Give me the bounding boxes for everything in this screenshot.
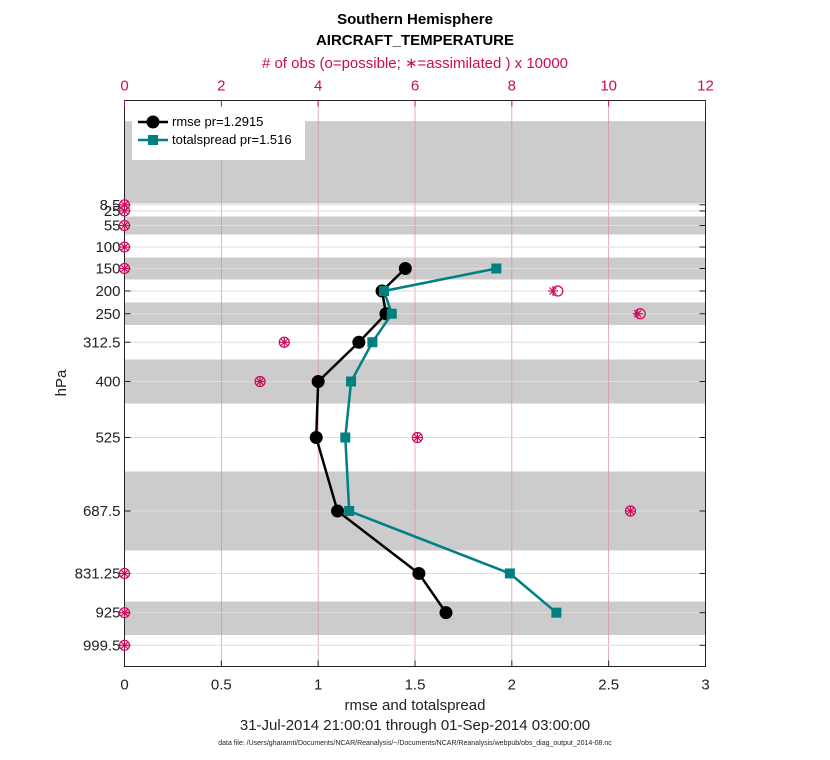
totalspread-point: [551, 607, 562, 618]
y-tick-label: 925: [95, 605, 120, 622]
totalspread-point: [386, 308, 397, 319]
y-tick-label: 100: [95, 239, 120, 256]
totalspread-point: [379, 286, 390, 296]
obs-assimilated-stroke: [120, 207, 129, 215]
chart-subtitle: AIRCRAFT_TEMPERATURE: [316, 32, 514, 49]
y-tick-label: 831.25: [75, 565, 121, 582]
rmse-point: [309, 431, 323, 444]
bottom-tick-label: 2.5: [598, 677, 619, 694]
y-tick-label: 8.5: [100, 197, 121, 214]
bottom-tick-label: 1.5: [405, 677, 426, 694]
series-lines: [309, 262, 562, 620]
rmse-point: [352, 335, 366, 349]
y-tick-label: 150: [95, 261, 120, 278]
vertical-grid: [220, 100, 610, 667]
rmse-point: [398, 262, 412, 275]
totalspread-point: [491, 263, 502, 274]
rmse-point: [412, 566, 426, 580]
legend-rmse-marker: [146, 115, 160, 129]
totalspread-point: [346, 376, 357, 387]
obs-assimilated-marker: [119, 640, 130, 651]
bottom-tick-label: 0: [120, 677, 128, 694]
chart-title: Southern Hemisphere: [337, 11, 493, 28]
top-tick-label: 10: [600, 78, 617, 95]
obs-assimilated-marker: [119, 263, 130, 274]
obs-assimilated-marker: [119, 607, 130, 618]
rmse-point: [331, 504, 345, 518]
legend-rmse-label: rmse pr=1.2915: [172, 114, 263, 129]
top-tick-label: 8: [508, 78, 516, 95]
obs-assimilated-marker: [119, 242, 130, 253]
data-file-footnote: data file: /Users/gharamti/Documents/NCA…: [218, 740, 612, 747]
bottom-tick-label: 3: [701, 677, 709, 694]
top-axis-label: # of obs (o=possible; ∗=assimilated ) x …: [262, 55, 568, 72]
y-tick-label: 55: [104, 218, 121, 235]
bottom-axis-ticks: 0 0.5 1 1.5 2 2.5 3: [120, 660, 710, 694]
obs-assimilated-stroke: [633, 309, 642, 318]
obs-assimilated-marker: [547, 286, 558, 296]
obs-assimilated-marker: [119, 205, 130, 216]
obs-assimilated-stroke: [413, 433, 422, 442]
obs-assimilated-stroke: [120, 569, 129, 578]
obs-count-markers: [118, 199, 646, 651]
obs-assimilated-marker: [119, 568, 130, 579]
top-tick-label: 2: [217, 78, 225, 95]
legend-box: [132, 107, 305, 160]
top-tick-label: 4: [314, 78, 322, 95]
top-tick-label: 0: [120, 78, 128, 95]
y-tick-label: 25: [104, 203, 121, 220]
obs-assimilated-marker: [632, 308, 643, 319]
y-tick-label: 250: [95, 306, 120, 323]
bottom-tick-label: 0.5: [211, 677, 232, 694]
bottom-tick-label: 2: [508, 677, 516, 694]
bottom-tick-label: 1: [314, 677, 322, 694]
rmse-point: [439, 606, 453, 620]
obs-assimilated-stroke: [626, 507, 635, 515]
legend-spread-marker: [148, 135, 158, 145]
date-range-label: 31-Jul-2014 21:00:01 through 01-Sep-2014…: [240, 717, 590, 734]
top-axis-ticks: 0 2 4 6 8 10 12: [120, 78, 714, 107]
obs-assimilated-stroke: [280, 338, 289, 347]
obs-assimilated-stroke: [120, 264, 129, 273]
x-axis-label: rmse and totalspread: [345, 697, 486, 714]
legend-spread-label: totalspread pr=1.516: [172, 132, 292, 147]
obs-assimilated-stroke: [256, 377, 264, 386]
obs-assimilated-marker: [625, 506, 636, 516]
obs-assimilated-stroke: [120, 243, 129, 251]
obs-assimilated-marker: [279, 337, 290, 348]
y-tick-label: 400: [95, 374, 120, 391]
y-axis-label: hPa: [53, 369, 70, 396]
y-tick-label: 687.5: [83, 503, 121, 520]
top-tick-label: 12: [697, 78, 714, 95]
obs-assimilated-stroke: [120, 221, 129, 230]
rmse-point: [311, 375, 325, 388]
totalspread-point: [504, 568, 515, 579]
legend: rmse pr=1.2915 totalspread pr=1.516: [132, 107, 305, 160]
totalspread-point: [367, 337, 378, 348]
totalspread-point: [344, 506, 355, 516]
obs-assimilated-stroke: [549, 287, 557, 295]
obs-assimilated-marker: [412, 432, 423, 443]
obs-assimilated-stroke: [120, 608, 129, 617]
totalspread-point: [340, 432, 351, 443]
obs-assimilated-marker: [255, 376, 266, 387]
obs-assimilated-stroke: [120, 641, 129, 650]
y-tick-label: 200: [95, 283, 120, 300]
y-tick-label: 525: [95, 430, 120, 447]
y-tick-label: 312.5: [83, 334, 121, 351]
obs-assimilated-marker: [119, 220, 130, 231]
y-tick-label: 999.5: [83, 637, 121, 654]
top-tick-label: 6: [411, 78, 419, 95]
